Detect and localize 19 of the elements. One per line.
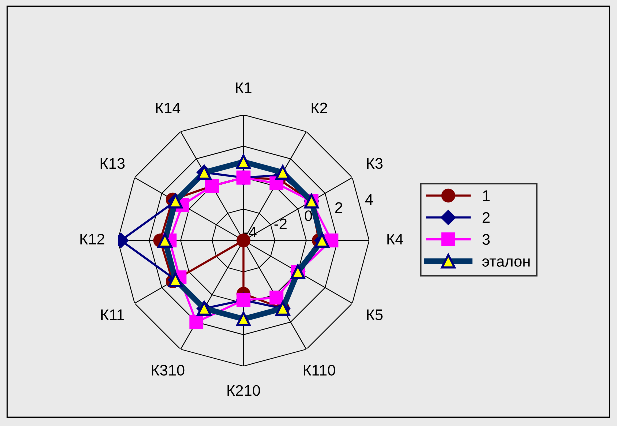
legend-label: 2 bbox=[482, 212, 490, 224]
y-tick-label: -2 bbox=[274, 218, 287, 230]
spoke-label: К2 bbox=[312, 102, 328, 114]
spoke-label: К12 bbox=[80, 234, 105, 245]
y-tick-label: 0 bbox=[305, 210, 312, 222]
spoke-label: К110 bbox=[304, 365, 336, 376]
spoke-label: К1 bbox=[236, 82, 252, 94]
legend-label: эталон bbox=[482, 258, 530, 267]
legend-label: 3 bbox=[482, 234, 490, 246]
spoke-label: К4 bbox=[388, 234, 404, 245]
spoke-label: К310 bbox=[152, 365, 185, 376]
spoke-label: К13 bbox=[100, 158, 125, 170]
spoke-label: К3 bbox=[367, 158, 383, 170]
spoke-label: К210 bbox=[228, 385, 260, 396]
spoke-label: К14 bbox=[156, 103, 181, 114]
spoke-label: К5 bbox=[367, 310, 383, 320]
spoke-label: К11 bbox=[102, 310, 124, 320]
y-tick-label: 4 bbox=[365, 194, 374, 205]
legend-label: 1 bbox=[483, 190, 490, 202]
